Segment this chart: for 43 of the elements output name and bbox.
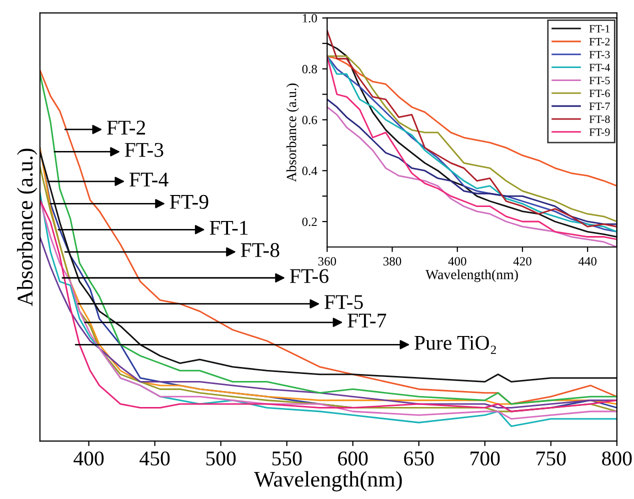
legend-label: FT-5 xyxy=(589,76,610,84)
legend-label: FT-8 xyxy=(589,115,610,123)
y-axis-title: Absorbance (a.u.) xyxy=(286,84,300,182)
annotation: FT-5 xyxy=(324,295,363,310)
x-tick-label: 650 xyxy=(404,451,434,466)
x-tick-label: 400 xyxy=(448,257,466,266)
x-tick-label: 750 xyxy=(536,451,566,466)
y-tick-label: 0.8 xyxy=(302,64,317,74)
y-tick-label: 0.4 xyxy=(302,166,318,176)
x-tick-label: 700 xyxy=(470,451,500,466)
y-tick-label: 0.6 xyxy=(302,116,318,124)
x-axis-title: Wavelength(nm) xyxy=(426,269,518,282)
y-tick-label: 0.2 xyxy=(302,218,317,226)
legend-label: FT-4 xyxy=(589,64,610,72)
y-tick-label: 1.0 xyxy=(302,14,317,22)
annotation: FT-2 xyxy=(107,120,146,134)
annotation: FT-8 xyxy=(240,243,280,258)
annotation: FT-6 xyxy=(290,269,328,284)
x-tick-label: 500 xyxy=(206,451,236,466)
x-tick-label: 400 xyxy=(74,451,104,466)
x-tick-label: 550 xyxy=(272,451,302,466)
x-axis-title: Wavelength(nm) xyxy=(254,471,402,492)
x-tick-label: 360 xyxy=(318,257,336,266)
annotation: FT-4 xyxy=(130,172,168,186)
legend-label: FT-6 xyxy=(589,90,610,98)
x-tick-label: 420 xyxy=(513,257,532,266)
annotation: FT-1 xyxy=(210,220,248,235)
annotation: Pure TiO₂ xyxy=(414,336,496,354)
legend-label: FT-9 xyxy=(589,128,610,136)
line-series xyxy=(327,98,617,225)
annotation: FT-3 xyxy=(124,142,164,157)
legend-label: FT-3 xyxy=(589,50,610,58)
x-tick-label: 800 xyxy=(602,451,632,466)
y-axis-title: Absorbance (a.u.) xyxy=(17,148,38,306)
x-tick-label: 600 xyxy=(338,451,368,466)
x-tick-label: 450 xyxy=(140,451,170,466)
legend-label: FT-7 xyxy=(589,102,610,110)
annotation: FT-9 xyxy=(170,194,208,209)
annotation: FT-7 xyxy=(348,314,386,328)
x-tick-label: 440 xyxy=(578,257,596,266)
x-tick-label: 380 xyxy=(383,257,402,266)
legend-label: FT-2 xyxy=(589,38,610,46)
legend-label: FT-1 xyxy=(589,25,610,32)
